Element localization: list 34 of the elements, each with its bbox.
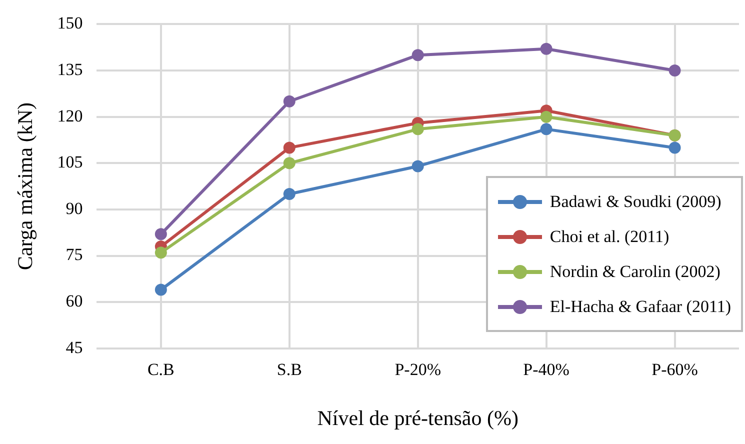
y-tick-label: 45 [66,338,83,357]
point [668,64,681,77]
point [540,42,552,55]
y-tick-label: 105 [57,152,83,172]
y-tick-label: 120 [57,106,83,126]
point [154,284,167,296]
point [668,142,681,154]
point [154,228,167,240]
x-tick-label: P-60% [652,360,698,380]
legend-label: Nordin & Carolin (2002) [548,260,722,282]
point [283,95,296,108]
point [154,246,167,259]
point [412,160,424,172]
y-tick-label: 90 [66,198,83,218]
x-tick-label: C.B [147,360,174,380]
x-axis-title: Nível de pré-tensão (%) [317,406,518,430]
point [540,110,552,123]
legend-label: Choi et al. (2011) [548,226,670,248]
y-tick-label: 75 [66,245,83,264]
legend-label: El-Hacha & Gafaar (2011) [548,296,731,318]
point [412,123,424,136]
point [540,123,552,136]
y-tick-label: 150 [57,14,83,33]
x-tick-label: P-20% [394,360,441,380]
point [412,49,424,62]
y-tick-label: 135 [57,60,83,79]
point [283,142,296,154]
legend-label: Badawi & Soudki (2009) [548,190,722,212]
x-tick-label: P-40% [523,360,570,380]
x-tick-label: S.B [276,360,302,380]
y-axis-title: Carga máxima (kN) [13,102,38,270]
point [283,188,296,200]
point [283,157,296,170]
y-tick-label: 60 [66,292,83,311]
